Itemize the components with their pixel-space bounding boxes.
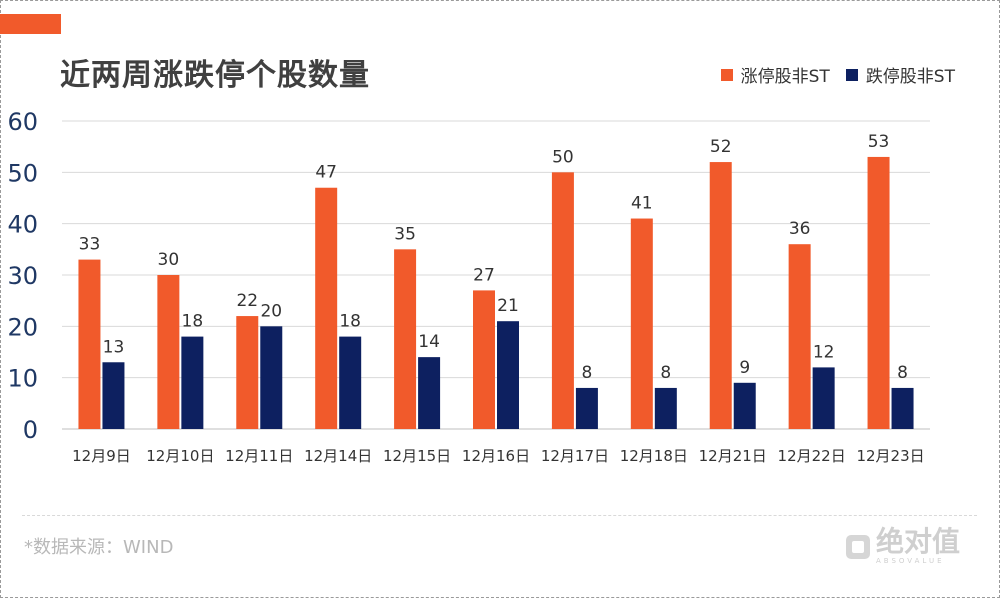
bar-down (575, 387, 598, 429)
legend-swatch-up (720, 68, 733, 81)
data-label: 50 (552, 147, 574, 167)
bar-up (394, 249, 417, 429)
x-tick-label: 12月14日 (304, 447, 372, 465)
y-tick-label: 60 (7, 108, 38, 136)
legend-label-up: 涨停股非ST (740, 67, 830, 87)
data-label: 36 (789, 219, 811, 239)
chart-title: 近两周涨跌停个股数量 (60, 58, 370, 93)
bar-up (315, 187, 338, 429)
data-label: 35 (394, 224, 416, 244)
data-label: 22 (236, 291, 258, 311)
data-label: 8 (581, 363, 592, 383)
data-label: 21 (497, 296, 519, 316)
source-note: *数据来源：WIND (24, 537, 174, 558)
data-label: 18 (182, 312, 204, 332)
x-tick-label: 12月18日 (620, 447, 688, 465)
x-tick-label: 12月11日 (225, 447, 293, 465)
data-label: 33 (79, 235, 101, 255)
data-label: 53 (868, 132, 890, 152)
x-tick-label: 12月22日 (778, 447, 846, 465)
watermark-text: 绝对值 (875, 525, 960, 558)
bar-down (339, 336, 362, 429)
data-label: 41 (631, 194, 653, 214)
x-tick-label: 12月17日 (541, 447, 609, 465)
bar-down (418, 357, 441, 429)
y-tick-label: 50 (7, 159, 38, 187)
y-tick-label: 40 (7, 211, 38, 239)
bar-down (733, 382, 756, 429)
x-tick-label: 12月10日 (146, 447, 214, 465)
data-label: 18 (339, 312, 361, 332)
bar-down (812, 367, 835, 429)
bar-up (551, 172, 574, 430)
data-label: 9 (739, 358, 750, 378)
bar-up (236, 316, 259, 429)
bar-down (654, 387, 677, 429)
x-tick-label: 12月15日 (383, 447, 451, 465)
data-label: 8 (660, 363, 671, 383)
bar-up (78, 259, 101, 429)
bar-down (181, 336, 204, 429)
legend-item-down: 跌停股非ST (845, 62, 955, 87)
bar-up (630, 218, 653, 429)
data-label: 27 (473, 265, 495, 285)
data-label: 52 (710, 137, 732, 157)
y-tick-label: 10 (7, 365, 38, 393)
legend: 涨停股非ST 跌停股非ST (720, 62, 955, 87)
x-tick-label: 12月21日 (699, 447, 767, 465)
bar-down (891, 387, 914, 429)
bar-down (497, 321, 519, 429)
bar-up (867, 156, 890, 429)
y-tick-label: 20 (7, 313, 38, 341)
data-label: 47 (315, 163, 337, 183)
x-tick-label: 12月9日 (72, 447, 131, 465)
data-label: 20 (260, 301, 282, 321)
bar-down (102, 362, 125, 429)
data-label: 13 (103, 337, 125, 357)
logo-icon (845, 534, 870, 559)
legend-item-up: 涨停股非ST (720, 62, 830, 87)
bar-down (260, 326, 283, 429)
legend-label-down: 跌停股非ST (865, 67, 955, 87)
accent-bar (0, 14, 61, 34)
x-tick-label: 12月23日 (856, 447, 924, 465)
data-label: 14 (418, 332, 440, 352)
footer-divider (22, 515, 977, 516)
watermark-subtext: ABSOVALUE (875, 557, 945, 565)
x-tick-label: 12月16日 (462, 447, 530, 465)
legend-swatch-down (845, 68, 858, 81)
data-label: 12 (813, 342, 835, 362)
data-label: 30 (158, 250, 180, 270)
bar-up (709, 162, 732, 430)
watermark-logo: 绝对值 ABSOVALUE (845, 525, 960, 565)
bar-up (473, 290, 495, 429)
y-tick-label: 30 (7, 262, 38, 290)
bar-up (788, 244, 811, 429)
bar-up (157, 275, 180, 429)
data-label: 8 (897, 363, 908, 383)
y-tick-label: 0 (23, 416, 38, 444)
